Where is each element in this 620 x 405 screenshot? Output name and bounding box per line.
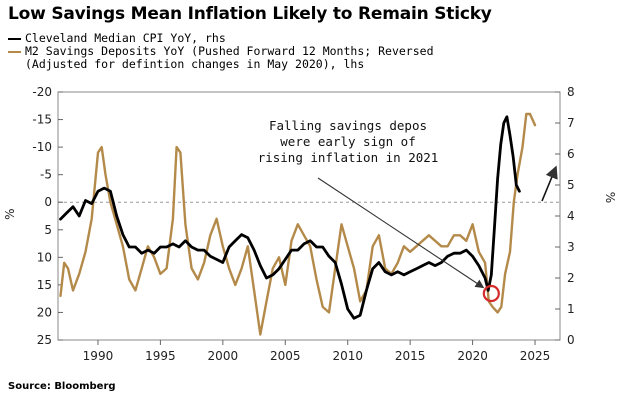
left-axis-tick-label: -10	[32, 140, 52, 154]
x-axis-tick-label: 1995	[145, 349, 176, 363]
legend-entry-cpi: Cleveland Median CPI YoY, rhs	[8, 32, 434, 45]
right-axis-tick-label: 3	[567, 240, 575, 254]
legend-swatch-m2	[8, 51, 21, 53]
series-line-m2-savings	[59, 112, 537, 336]
right-axis-tick-label: 8	[567, 85, 575, 99]
series-line-cleveland-cpi	[59, 115, 521, 320]
x-axis-tick-label: 2010	[332, 349, 363, 363]
left-axis-tick-label: -15	[32, 113, 52, 127]
right-axis-tick-label: 4	[567, 209, 575, 223]
x-axis-tick-label: 2015	[395, 349, 426, 363]
legend: Cleveland Median CPI YoY, rhs M2 Savings…	[8, 32, 434, 71]
right-axis-tick-label: 0	[567, 333, 575, 347]
left-axis-tick-label: 25	[37, 333, 52, 347]
left-axis-tick-label: 5	[44, 223, 52, 237]
right-axis-tick-label: 1	[567, 302, 575, 316]
right-axis-tick-label: 6	[567, 147, 575, 161]
x-axis-tick-label: 2005	[270, 349, 301, 363]
legend-swatch-cpi	[8, 38, 21, 40]
right-axis-tick-label: 7	[567, 116, 575, 130]
left-axis-tick-label: -20	[32, 85, 52, 99]
left-axis-tick-label: -5	[40, 168, 52, 182]
left-axis-tick-label: 0	[44, 195, 52, 209]
right-axis-tick-label: 5	[567, 178, 575, 192]
x-axis-tick-label: 2020	[457, 349, 488, 363]
x-axis-tick-label: 2025	[520, 349, 551, 363]
legend-entry-m2: M2 Savings Deposits YoY (Pushed Forward …	[8, 45, 434, 71]
left-axis-tick-label: 15	[37, 278, 52, 292]
annotation-text-line: Falling savings depos	[269, 118, 427, 133]
x-axis-tick-label: 1990	[83, 349, 114, 363]
annotation-text-line: were early sign of	[280, 134, 415, 149]
legend-label-m2: M2 Savings Deposits YoY (Pushed Forward …	[25, 44, 434, 71]
left-axis-tick-label: 10	[37, 250, 52, 264]
x-axis-tick-label: 2000	[208, 349, 239, 363]
source-note: Source: Bloomberg	[8, 381, 116, 392]
annotation-arrow	[317, 177, 485, 289]
right-axis-unit: %	[603, 192, 617, 203]
trend-arrow	[541, 165, 558, 202]
legend-label-cpi: Cleveland Median CPI YoY, rhs	[25, 31, 226, 45]
annotation-text-line: rising inflation in 2021	[258, 150, 439, 165]
left-axis-tick-label: 20	[37, 305, 52, 319]
left-axis-unit: %	[3, 209, 17, 220]
right-axis-tick-label: 2	[567, 271, 575, 285]
highlight-circle	[482, 284, 500, 303]
chart-title: Low Savings Mean Inflation Likely to Rem…	[8, 4, 492, 24]
